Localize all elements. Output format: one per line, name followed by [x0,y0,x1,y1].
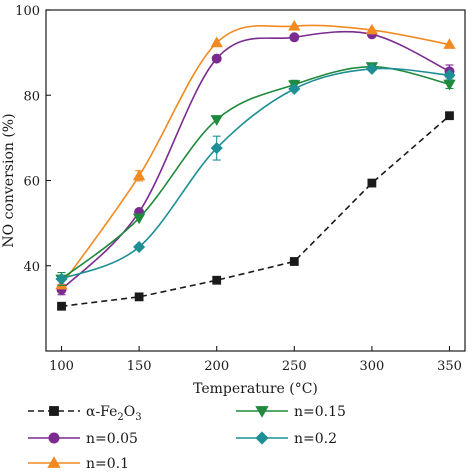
data-point [55,272,68,286]
y-axis-title: NO conversion (%) [1,113,17,247]
series-line [60,24,450,286]
y-tick-label: 80 [23,89,40,104]
series-line [61,67,450,280]
legend-item: n=0.05 [28,431,138,447]
legend-marker [49,406,59,416]
data-point [212,275,222,285]
y-tick-label: 40 [23,260,40,275]
data-point [210,115,223,126]
data-point [210,142,223,155]
data-point [134,292,144,302]
x-tick-label: 300 [359,359,384,374]
legend-item: α-Fe2O3 [28,404,142,423]
legend-marker [255,431,269,445]
legend-marker [47,456,61,468]
x-tick-label: 250 [282,359,307,374]
series-0 [57,111,454,311]
axes [45,9,466,352]
data-point [288,19,301,31]
data-point [57,301,66,311]
x-tick-label: 100 [49,359,74,374]
data-point [443,69,456,82]
series-line [61,65,450,280]
data-point [132,213,146,225]
data-point [210,36,223,48]
data-point [367,178,377,188]
series-layer [55,19,456,311]
series-4 [55,62,456,286]
legend-marker [48,432,60,444]
x-tick-label: 150 [127,359,152,374]
data-point [289,32,300,43]
legend-item: n=0.15 [236,404,346,420]
legend: α-Fe2O3 n=0.05 n=0.1 n=0.15 n=0.2 [28,404,346,472]
y-tick-label: 100 [15,4,40,19]
data-point [443,38,456,49]
legend-label: n=0.2 [294,431,337,447]
data-point [132,169,146,181]
series-3 [55,62,456,286]
legend-label: n=0.05 [86,431,138,447]
x-tick-label: 350 [437,359,462,374]
data-point [133,240,146,254]
ticks: 100 150 200 250 300 350 40 60 80 100 [15,4,462,374]
data-point [211,53,222,64]
data-point [288,82,301,95]
legend-label: α-Fe2O3 [86,404,142,423]
legend-item: n=0.1 [28,456,129,472]
series-line [61,115,451,308]
legend-marker [255,406,269,418]
plot-frame [45,9,466,352]
x-tick-label: 200 [204,359,229,374]
y-tick-label: 60 [23,175,40,190]
x-axis-title: Temperature (°C) [193,381,318,397]
series-line [60,30,450,291]
legend-label: n=0.15 [294,404,346,420]
series-2 [55,19,456,290]
data-point [445,111,454,121]
data-point [289,257,299,266]
data-point [365,23,379,35]
data-point [365,62,378,75]
legend-label: n=0.1 [86,456,129,472]
legend-item: n=0.2 [236,431,337,447]
